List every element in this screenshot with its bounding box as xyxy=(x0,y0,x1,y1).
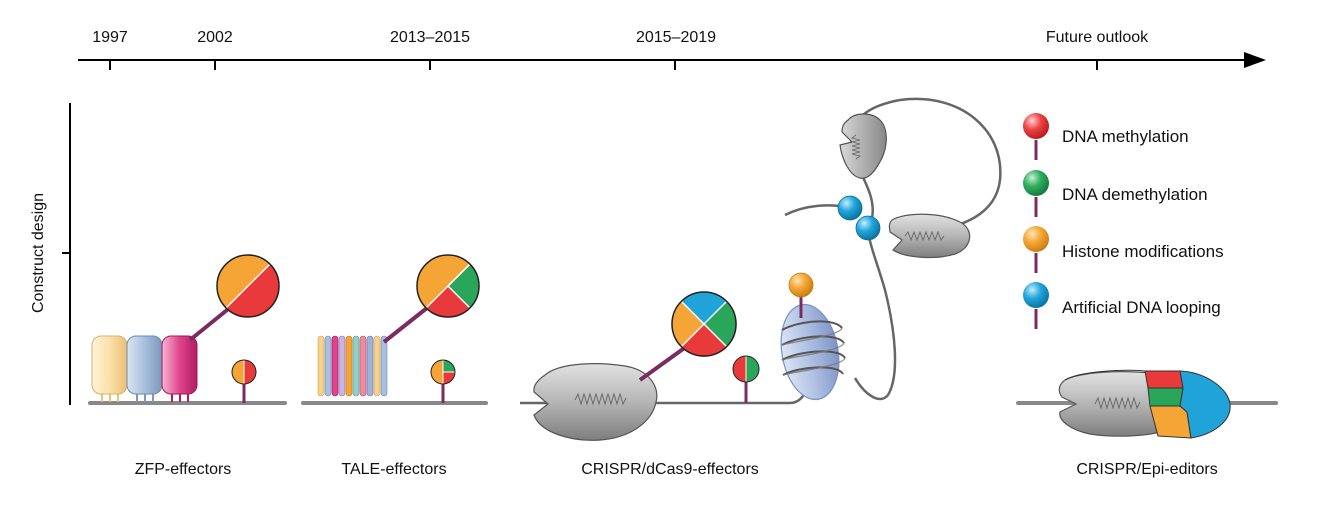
epigenetic-mark-small xyxy=(231,359,257,385)
zinc-finger-domain-3 xyxy=(161,335,198,395)
linker xyxy=(382,302,434,344)
epi-editor-demethylation-domain xyxy=(1147,387,1184,407)
legend-label: Artificial DNA looping xyxy=(1062,298,1221,317)
demethylation-icon xyxy=(1023,170,1049,196)
timeline-arrowhead xyxy=(1244,52,1266,68)
effector-domain-circle xyxy=(671,291,737,357)
legend-item-dna-methylation: DNA methylation xyxy=(1023,113,1189,160)
timeline-axis xyxy=(78,52,1266,70)
zinc-finger-domain-2 xyxy=(126,335,163,395)
y-axis-label: Construct design xyxy=(30,193,47,313)
epi-editor-construct xyxy=(1016,369,1278,439)
dcas9-protein-loop-top xyxy=(839,113,887,179)
epi-editor-methylation-domain xyxy=(1144,370,1184,389)
looping-anchor-2 xyxy=(855,215,881,241)
legend-label: DNA demethylation xyxy=(1062,185,1208,204)
histone-modification-icon xyxy=(1023,226,1049,252)
label-crispr-epi-editors: CRISPR/Epi-editors xyxy=(1076,461,1217,478)
timeline-year-2002: 2002 xyxy=(197,29,233,46)
tale-effector-construct xyxy=(301,254,488,405)
histone-modification-mark xyxy=(788,272,814,298)
timeline-year-2015-2019: 2015–2019 xyxy=(636,29,716,46)
linker xyxy=(188,304,234,342)
legend-item-artificial-dna-looping: Artificial DNA looping xyxy=(1023,282,1221,329)
effector-domain-circle xyxy=(216,254,280,318)
legend-label: DNA methylation xyxy=(1062,127,1189,146)
tale-repeat-array xyxy=(317,335,388,397)
timeline-year-1997: 1997 xyxy=(92,29,128,46)
label-crispr-dcas9-effectors: CRISPR/dCas9-effectors xyxy=(581,461,759,478)
legend-label: Histone modifications xyxy=(1062,242,1224,261)
zinc-finger-domain-1 xyxy=(91,335,128,395)
dcas9-effector-construct xyxy=(520,97,1002,441)
epigenetic-mark-small xyxy=(430,359,456,385)
effector-domain-circle xyxy=(416,254,480,318)
linker xyxy=(638,342,692,382)
legend-item-dna-demethylation: DNA demethylation xyxy=(1023,170,1208,217)
timeline-future-outlook: Future outlook xyxy=(1046,29,1149,46)
label-tale-effectors: TALE-effectors xyxy=(341,461,446,478)
dcas9-protein xyxy=(533,363,658,441)
zfp-effector-construct xyxy=(88,254,287,405)
nucleosome xyxy=(780,303,846,401)
construct-design-axis xyxy=(62,103,71,405)
dcas9-protein-loop-right xyxy=(888,213,971,259)
looping-anchor-1 xyxy=(837,195,863,221)
dna-looping-icon xyxy=(1023,282,1049,308)
dcas9-protein xyxy=(1058,371,1161,437)
legend: DNA methylation DNA demethylation Histon… xyxy=(1023,113,1224,329)
label-zfp-effectors: ZFP-effectors xyxy=(135,461,232,478)
epigenetic-mark-small xyxy=(732,355,760,383)
legend-item-histone-modifications: Histone modifications xyxy=(1023,226,1224,273)
timeline-year-2013-2015: 2013–2015 xyxy=(390,29,470,46)
epi-editor-looping-domain xyxy=(1179,370,1231,439)
methylation-icon xyxy=(1023,113,1049,139)
